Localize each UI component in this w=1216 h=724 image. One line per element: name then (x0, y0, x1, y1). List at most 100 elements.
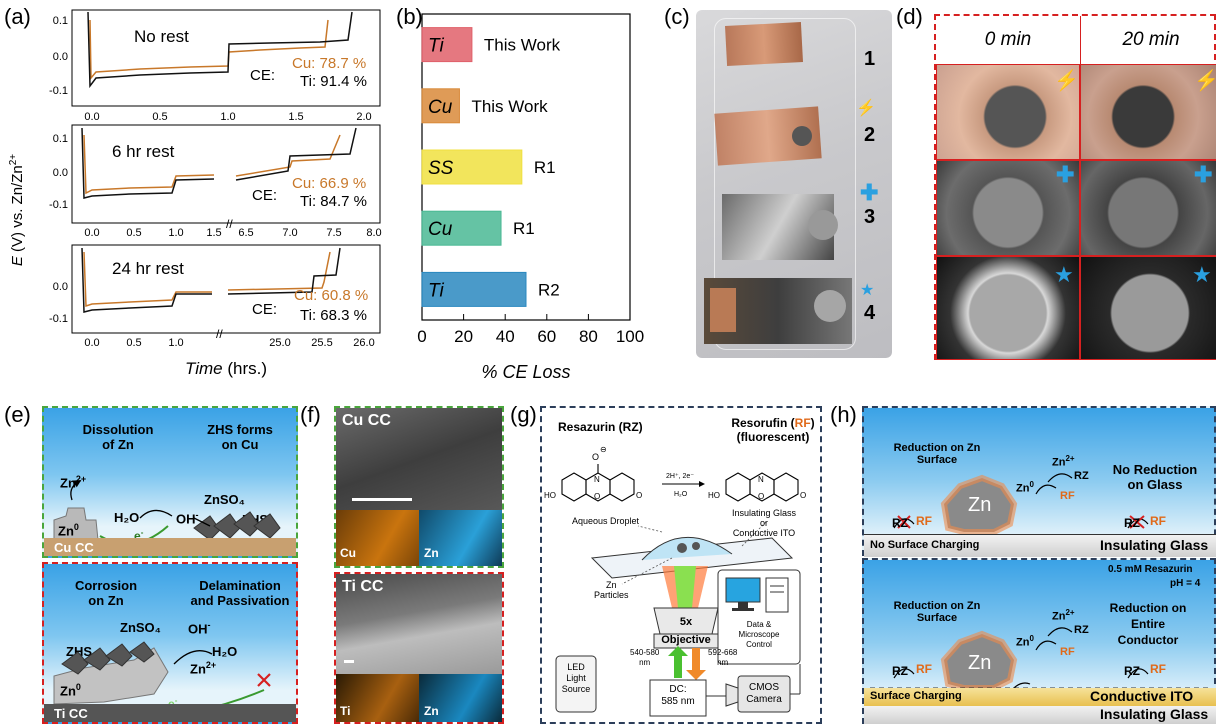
sample-label-4: 4 (864, 302, 876, 324)
bar-annotation: R1 (534, 158, 556, 177)
x-tick-label: 80 (579, 327, 598, 346)
xtick: 1.5 (206, 227, 221, 239)
image-1-20min (1080, 64, 1216, 160)
ytick: -0.1 (49, 85, 68, 97)
ti-trace (235, 127, 357, 181)
ce-cu: Cu: 60.8 % (294, 287, 368, 304)
bar-annotation: R2 (538, 280, 560, 299)
label-zn-particle: Zn (968, 652, 992, 674)
ti-trace (87, 11, 353, 89)
svg-text:O: O (592, 452, 599, 462)
map-label-zn: Zn (424, 546, 439, 560)
cu-trace (227, 251, 331, 291)
svg-text:N: N (594, 475, 600, 484)
label-zn2plus: Zn2+ (60, 474, 87, 491)
sample-1-cu-foil (725, 22, 803, 66)
label-reduction-conductor: Reduction on Entire Conductor (1109, 601, 1187, 647)
sample-label-1: 1 (864, 48, 876, 70)
xtick: 0.5 (126, 337, 141, 349)
label-emission: 592-668 nm (708, 648, 738, 667)
svg-text:O: O (636, 491, 642, 500)
cu-trace (83, 251, 212, 308)
star-icon: ★ (860, 282, 875, 299)
sample-label-2: 2 (864, 124, 876, 146)
header-20-min: 20 min (1122, 29, 1180, 50)
axis-break: // (226, 217, 233, 231)
label-rz: RZ (892, 664, 908, 678)
ce-label: CE: (252, 301, 277, 318)
label-h2o: H₂O (114, 510, 140, 525)
panel-h-bottom: 0.5 mM Resazurin pH = 4 Reduction on Zn … (862, 558, 1216, 724)
scale-bar (344, 660, 354, 663)
ti-current-collector: Ti CC (44, 704, 296, 722)
eds-map-cu (336, 510, 419, 566)
xtick: 1.0 (168, 227, 183, 239)
ytick: 0.0 (53, 167, 68, 179)
panel-e-top-diagram (53, 479, 281, 545)
label-rf: RF (1150, 514, 1166, 528)
lightning-icon: ⚡ (1054, 70, 1079, 92)
cu-trace (235, 134, 341, 177)
label-pc: Data & Microscope Control (738, 620, 780, 649)
bag-outline (714, 18, 856, 350)
label-rf: RF (1060, 646, 1075, 658)
panel-a-voltage-profiles: E (V) vs. Zn/Zn2+ 0.1 0.0 -0.1 0.0 0.5 1… (8, 9, 382, 378)
label-delamination: Delamination and Passivation (190, 578, 290, 608)
bar-1 (421, 88, 460, 124)
label-electron: e- (134, 528, 144, 543)
bar-3 (421, 210, 502, 246)
lightning-icon: ⚡ (856, 100, 876, 117)
ce-cu: Cu: 78.7 % (292, 55, 366, 72)
svg-text:O: O (800, 491, 806, 500)
reaction-reagents: 2H⁺, 2e⁻ (666, 473, 694, 480)
axis-break: // (216, 327, 223, 341)
subplot-6hr-rest: 0.1 0.0 -0.1 0.0 0.5 1.0 1.5 6.5 7.0 7.5… (49, 124, 382, 239)
insulating-glass-layer: Insulating Glass (864, 706, 1216, 724)
image-2-20min (1080, 160, 1216, 256)
bar-category-label: Cu (428, 97, 453, 118)
label-cmos: CMOS Camera (746, 682, 782, 705)
lightning-icon: ⚡ (1194, 70, 1216, 92)
label-resazurin: Resazurin (RZ) (558, 420, 643, 434)
ytick: 0.1 (53, 133, 68, 145)
label-concentration: 0.5 mM Resazurin (1108, 564, 1193, 575)
x-axis-label: % CE Loss (481, 362, 570, 382)
cu-current-collector: Cu CC (44, 538, 296, 556)
xtick: 1.0 (168, 337, 183, 349)
label-objective: Objective (661, 634, 711, 646)
cu-trace (83, 134, 215, 195)
panel-label-g: (g) (510, 402, 537, 427)
ce-ti: Ti: 91.4 % (300, 73, 367, 90)
label-zn-particles: Zn Particles (594, 580, 629, 600)
panel-a-xlabel: Time (hrs.) (185, 359, 267, 378)
cross-icon: ✚ (860, 180, 879, 205)
xtick: 26.0 (353, 337, 374, 349)
insulating-glass-layer: No Surface Charging Insulating Glass (864, 534, 1216, 557)
cross-icon: ✚ (1194, 162, 1213, 187)
xtick: 2.0 (356, 111, 371, 123)
x-tick-label: 0 (417, 327, 426, 346)
panel-h-top: Reduction on Zn Surface No Reduction on … (862, 406, 1216, 557)
xtick: 0.0 (84, 337, 99, 349)
ce-ti: Ti: 84.7 % (300, 193, 367, 210)
sample-4-spot (814, 290, 846, 322)
eds-map-ti (336, 674, 419, 722)
xtick: 0.5 (126, 227, 141, 239)
panel-g-frame: Resazurin (RZ) Resorufin (RF) (fluoresce… (540, 406, 822, 724)
bar-2 (421, 149, 523, 185)
panel-label-f: (f) (300, 402, 321, 427)
label-rz: RZ (1124, 664, 1140, 678)
subplot-title: 6 hr rest (112, 142, 175, 161)
x-tick-label: 20 (454, 327, 473, 346)
panel-a-ylabel: E (V) vs. Zn/Zn2+ (8, 154, 26, 266)
xtick: 8.0 (366, 227, 381, 239)
label-rf: RF (916, 514, 932, 528)
sem-image-ti (336, 574, 502, 674)
panel-e-bottom: Corrosion on Zn Delamination and Passiva… (42, 562, 298, 724)
label-resorufin: Resorufin (RF) (731, 416, 815, 430)
panel-b-bar-chart: Ti This Work Cu This Work SS R1 Cu R1 Ti R2 0 20 40… (417, 13, 644, 382)
xtick: 6.5 (238, 227, 253, 239)
xtick: 7.5 (326, 227, 341, 239)
xtick: 0.5 (152, 111, 167, 123)
sample-2-spot (792, 126, 812, 146)
